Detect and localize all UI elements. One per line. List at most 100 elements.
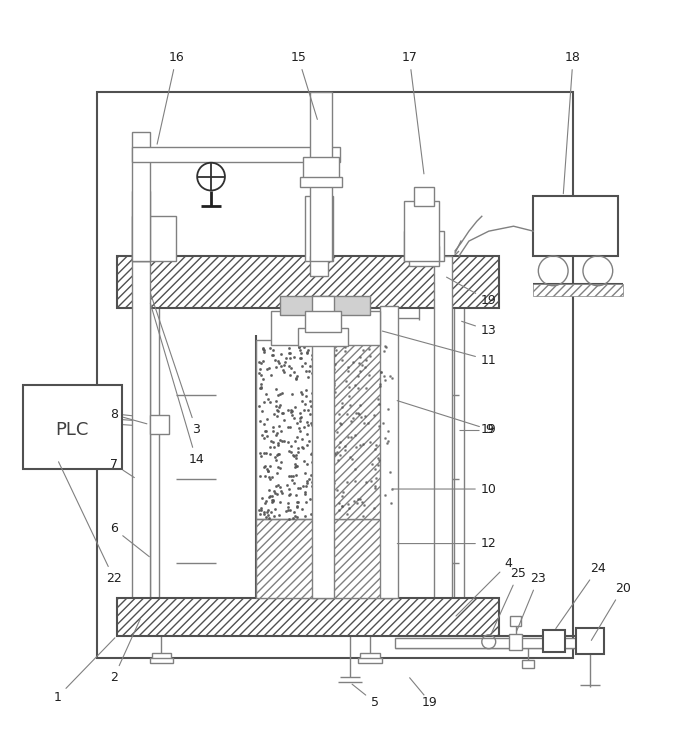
Point xyxy=(292,496,303,507)
Point xyxy=(286,446,297,458)
Point xyxy=(254,382,265,394)
Text: 22: 22 xyxy=(59,462,122,585)
Point xyxy=(255,450,266,462)
Point xyxy=(265,473,275,484)
Point xyxy=(280,505,291,517)
Point xyxy=(312,376,323,388)
Point xyxy=(272,450,283,461)
Point xyxy=(302,347,313,359)
Point xyxy=(267,490,277,502)
Bar xyxy=(150,658,173,663)
Point xyxy=(266,506,277,518)
Point xyxy=(323,397,333,409)
Bar xyxy=(271,311,379,345)
Point xyxy=(265,343,276,354)
Point xyxy=(275,348,286,360)
Point xyxy=(265,490,275,502)
Point xyxy=(306,470,317,481)
Point xyxy=(354,357,364,369)
Point xyxy=(288,507,299,519)
Point xyxy=(352,370,363,382)
Point xyxy=(291,452,302,464)
Text: 9: 9 xyxy=(397,400,493,436)
Point xyxy=(342,476,353,488)
Point xyxy=(263,465,273,477)
Point xyxy=(291,449,302,461)
Point xyxy=(311,426,322,438)
Point xyxy=(265,435,276,447)
Point xyxy=(271,383,281,395)
Point xyxy=(359,360,370,372)
Point xyxy=(288,512,298,524)
Point xyxy=(259,346,269,358)
Text: 3: 3 xyxy=(151,293,200,436)
Point xyxy=(301,496,312,508)
Bar xyxy=(132,256,150,623)
Text: 7: 7 xyxy=(110,458,134,478)
Point xyxy=(336,401,347,413)
Point xyxy=(306,476,317,488)
Point xyxy=(358,499,369,511)
Point xyxy=(283,504,294,516)
Point xyxy=(263,509,273,521)
Point xyxy=(309,354,320,366)
Point xyxy=(310,360,321,372)
Point xyxy=(357,343,368,355)
Point xyxy=(300,481,311,493)
Point xyxy=(346,432,356,444)
Point xyxy=(296,411,306,423)
Point xyxy=(259,432,269,444)
Point xyxy=(273,478,284,490)
Point xyxy=(306,481,317,493)
Text: 20: 20 xyxy=(591,582,630,640)
Point xyxy=(299,455,310,467)
Point xyxy=(288,450,298,461)
Point xyxy=(325,399,335,411)
Point xyxy=(349,379,360,391)
Point xyxy=(292,431,302,443)
Point xyxy=(331,426,342,438)
Point xyxy=(380,374,391,386)
Bar xyxy=(310,256,328,276)
Point xyxy=(337,397,348,409)
Point xyxy=(267,494,277,506)
Point xyxy=(256,378,267,390)
Point xyxy=(337,354,348,366)
Point xyxy=(295,407,306,419)
Point xyxy=(336,501,347,513)
Point xyxy=(378,345,389,357)
Point xyxy=(310,354,321,366)
Point xyxy=(298,480,308,492)
Point xyxy=(271,429,281,441)
Point xyxy=(297,389,308,400)
Point xyxy=(276,487,287,499)
Point xyxy=(329,447,340,459)
Bar xyxy=(358,658,381,663)
Point xyxy=(340,375,351,387)
Point xyxy=(302,458,313,470)
Point xyxy=(312,351,323,363)
Point xyxy=(329,477,340,489)
Bar xyxy=(132,192,150,261)
Point xyxy=(281,352,292,364)
Point xyxy=(342,498,353,510)
Point xyxy=(275,481,286,493)
Point xyxy=(373,393,384,405)
Point xyxy=(292,418,302,429)
Point xyxy=(307,474,318,486)
Point xyxy=(385,371,396,383)
Point xyxy=(258,343,269,355)
Point xyxy=(292,502,303,513)
Point xyxy=(310,456,321,468)
Point xyxy=(284,483,294,495)
Point xyxy=(268,494,279,506)
Point xyxy=(308,451,319,463)
Point xyxy=(275,388,286,400)
Point xyxy=(260,388,271,400)
Text: 1: 1 xyxy=(53,637,115,704)
Point xyxy=(374,421,385,432)
Point xyxy=(254,356,265,368)
Point xyxy=(383,403,394,415)
Point xyxy=(284,352,295,364)
Point xyxy=(275,485,286,497)
